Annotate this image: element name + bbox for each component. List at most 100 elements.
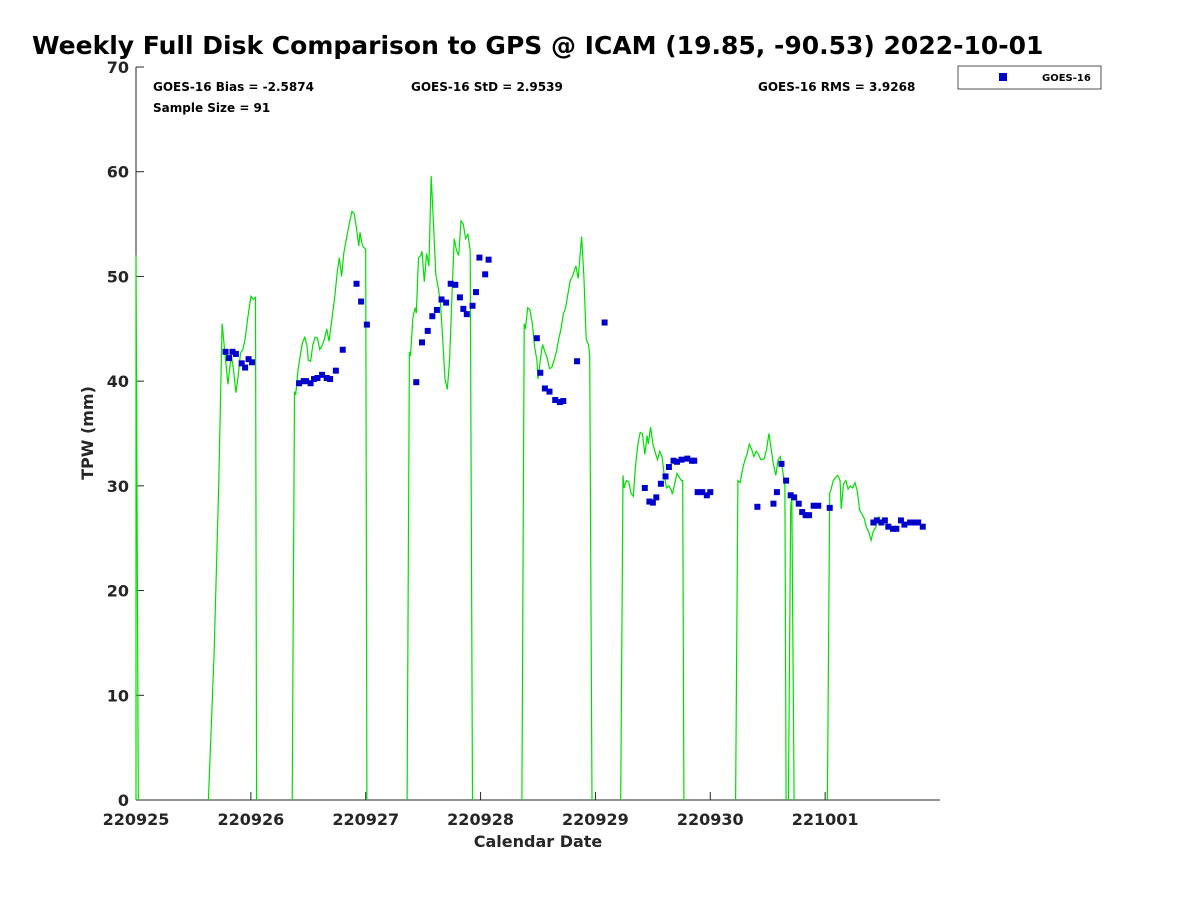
goes-16-point bbox=[472, 289, 479, 296]
y-tick-label: 40 bbox=[107, 372, 129, 391]
goes-16-point bbox=[691, 457, 698, 464]
goes-16-point bbox=[773, 489, 780, 496]
x-axis-label: Calendar Date bbox=[474, 832, 603, 851]
goes-16-point bbox=[673, 458, 680, 465]
goes-16-point bbox=[323, 375, 330, 382]
goes-16-point bbox=[556, 399, 563, 406]
goes-16-point bbox=[482, 271, 489, 278]
legend-label: GOES-16 bbox=[1042, 73, 1091, 84]
goes-16-point bbox=[339, 346, 346, 353]
goes-16-point bbox=[893, 525, 900, 532]
goes-16-point bbox=[754, 503, 761, 510]
goes-16-point bbox=[332, 367, 339, 374]
gps-line-segment bbox=[135, 255, 139, 801]
plot-area: 0 10 20 30 40 50 60 70 220925 220926 220927 220928 2… bbox=[103, 58, 940, 829]
goes-16-point bbox=[699, 489, 706, 496]
y-axis-label: TPW (mm) bbox=[78, 386, 97, 480]
x-tick-label: 220926 bbox=[217, 810, 284, 829]
goes-16-point bbox=[222, 348, 229, 355]
goes-16-point bbox=[245, 356, 252, 363]
goes-16-point bbox=[694, 489, 701, 496]
goes-16-point bbox=[826, 504, 833, 511]
goes-16-point bbox=[778, 460, 785, 467]
goes-16-point bbox=[418, 339, 425, 346]
goes-16-point bbox=[469, 302, 476, 309]
goes-16-point bbox=[296, 380, 303, 387]
goes-16-point bbox=[438, 296, 445, 303]
goes-16-point bbox=[456, 294, 463, 301]
stat-bias: GOES-16 Bias = -2.5874 bbox=[153, 80, 314, 94]
goes-16-point bbox=[707, 489, 714, 496]
stat-sample-size: Sample Size = 91 bbox=[153, 101, 270, 115]
goes-16-point bbox=[802, 512, 809, 519]
y-tick-label: 0 bbox=[118, 791, 129, 810]
goes-16-point bbox=[878, 519, 885, 526]
goes-16-point bbox=[238, 360, 245, 367]
goes-16-point bbox=[810, 502, 817, 509]
x-tick-label: 220925 bbox=[103, 810, 170, 829]
goes-16-point bbox=[915, 519, 922, 526]
x-tick-label: 220928 bbox=[447, 810, 514, 829]
goes-16-point bbox=[897, 517, 904, 524]
goes-16-point bbox=[533, 335, 540, 342]
y-tick-label: 70 bbox=[107, 58, 129, 77]
goes-16-point bbox=[646, 498, 653, 505]
goes-16-point bbox=[363, 321, 370, 328]
goes-16-point bbox=[447, 280, 454, 287]
x-tick-label: 221001 bbox=[792, 810, 859, 829]
y-tick-label: 20 bbox=[107, 582, 129, 601]
goes-16-point bbox=[910, 519, 917, 526]
gps-line-segment bbox=[620, 427, 685, 801]
y-tick-label: 10 bbox=[107, 686, 129, 705]
goes-16-point bbox=[302, 378, 309, 385]
goes-16-point bbox=[783, 477, 790, 484]
goes-16-point bbox=[560, 398, 567, 405]
x-tick-label: 220930 bbox=[677, 810, 744, 829]
goes-16-point bbox=[429, 313, 436, 320]
goes-16-point bbox=[460, 305, 467, 312]
goes-16-point bbox=[787, 492, 794, 499]
goes-16-point bbox=[665, 464, 672, 471]
goes-16-point bbox=[919, 523, 926, 530]
goes-16-point bbox=[649, 499, 656, 506]
goes-16-point bbox=[463, 311, 470, 318]
stat-rms: GOES-16 RMS = 3.9268 bbox=[758, 80, 915, 94]
goes-16-point bbox=[541, 385, 548, 392]
y-tick-label: 50 bbox=[107, 267, 129, 286]
goes-16-point bbox=[791, 494, 798, 501]
goes-16-point bbox=[670, 457, 677, 464]
goes-16-point bbox=[885, 523, 892, 530]
goes-16-point bbox=[311, 376, 318, 383]
goes-16-point bbox=[795, 500, 802, 507]
goes-16-point bbox=[552, 396, 559, 403]
goes-16-point bbox=[601, 319, 608, 326]
goes-16-point bbox=[476, 254, 483, 261]
gps-line-segment bbox=[521, 236, 593, 801]
goes-16-point bbox=[232, 350, 239, 357]
goes-16-point bbox=[678, 456, 685, 463]
goes-16-point bbox=[815, 502, 822, 509]
goes-16-point bbox=[901, 521, 908, 528]
goes-16-point bbox=[249, 359, 256, 366]
y-tick-label: 60 bbox=[107, 163, 129, 182]
goes-16-point bbox=[485, 256, 492, 263]
gps-line-segment bbox=[826, 474, 881, 801]
goes-16-point bbox=[314, 375, 321, 382]
legend-box bbox=[957, 65, 1102, 90]
goes-16-point bbox=[413, 379, 420, 386]
gps-line-segment bbox=[291, 210, 368, 801]
goes-16-point bbox=[307, 380, 314, 387]
goes-16-point bbox=[806, 512, 813, 519]
goes-16-point bbox=[703, 492, 710, 499]
goes-16-point bbox=[226, 355, 233, 362]
goes-16-point bbox=[662, 473, 669, 480]
goes-16-point bbox=[452, 281, 459, 288]
goes-16-point bbox=[433, 306, 440, 313]
gps-line-segment bbox=[787, 496, 795, 801]
legend-marker bbox=[999, 73, 1007, 81]
stat-std: GOES-16 StD = 2.9539 bbox=[411, 80, 563, 94]
goes-16-point bbox=[424, 327, 431, 334]
goes-16-point bbox=[242, 364, 249, 371]
goes-16-point bbox=[443, 299, 450, 306]
